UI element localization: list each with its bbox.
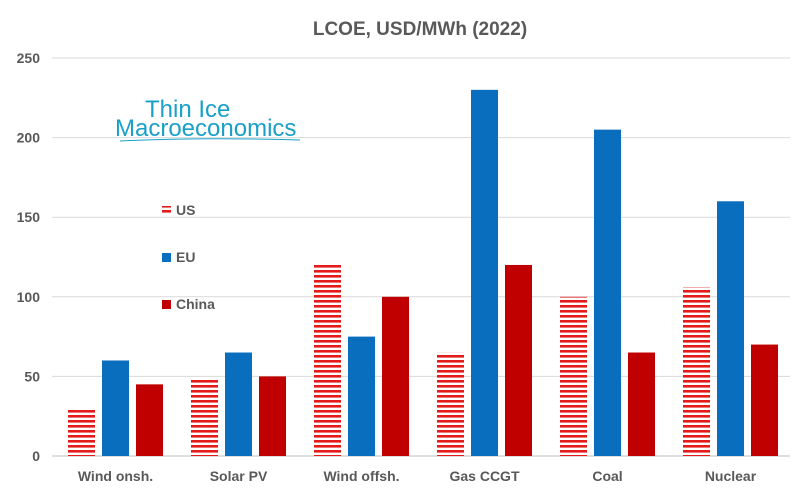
- x-category-label: Wind onsh.: [78, 468, 153, 484]
- chart-title: LCOE, USD/MWh (2022): [313, 19, 527, 40]
- x-category-label: Coal: [592, 468, 622, 484]
- y-tick-label: 100: [17, 289, 41, 305]
- bar-china-3: [505, 264, 532, 456]
- bar-us-0: [68, 408, 95, 456]
- bar-eu-0: [102, 360, 129, 456]
- logo: Thin Ice Macroeconomics: [115, 96, 301, 142]
- bar-us-4: [560, 296, 587, 456]
- y-tick-label: 150: [17, 209, 41, 225]
- bar-eu-3: [471, 89, 498, 456]
- y-tick-label: 0: [32, 448, 40, 464]
- bar-china-2: [382, 296, 409, 456]
- bar-us-2: [314, 264, 341, 456]
- y-tick-label: 200: [17, 130, 41, 146]
- x-category-label: Nuclear: [705, 468, 757, 484]
- bar-eu-4: [594, 129, 621, 456]
- bar-china-1: [259, 376, 286, 456]
- legend-swatch-eu: [162, 253, 171, 262]
- bar-china-4: [628, 352, 655, 456]
- bar-china-5: [751, 344, 778, 456]
- legend-swatch-us: [162, 206, 171, 215]
- legend-label-us: US: [176, 202, 195, 218]
- bar-us-1: [191, 377, 218, 456]
- bar-us-3: [437, 352, 464, 456]
- logo-line-1: Thin Ice: [145, 96, 230, 123]
- bars: [68, 89, 778, 456]
- legend-swatch-china: [162, 300, 171, 309]
- bar-china-0: [136, 384, 163, 456]
- legend-label-china: China: [176, 296, 215, 312]
- x-category-label: Gas CCGT: [449, 468, 519, 484]
- bar-eu-2: [348, 336, 375, 456]
- legend-label-eu: EU: [176, 249, 195, 265]
- bar-eu-1: [225, 352, 252, 456]
- y-axis-ticks: 0 50 100 150 200 250: [17, 50, 41, 464]
- x-category-label: Solar PV: [210, 468, 268, 484]
- logo-line-2: Macroeconomics: [115, 115, 296, 142]
- y-tick-label: 250: [17, 50, 41, 66]
- bar-eu-5: [717, 201, 744, 456]
- logo-underline: [119, 138, 301, 142]
- bar-us-5: [683, 287, 710, 456]
- legend: US EU China: [162, 202, 215, 312]
- gridlines: [52, 57, 790, 457]
- x-axis-categories: Wind onsh. Solar PV Wind offsh. Gas CCGT Coa…: [78, 468, 757, 484]
- y-tick-label: 50: [24, 368, 40, 384]
- x-category-label: Wind offsh.: [323, 468, 399, 484]
